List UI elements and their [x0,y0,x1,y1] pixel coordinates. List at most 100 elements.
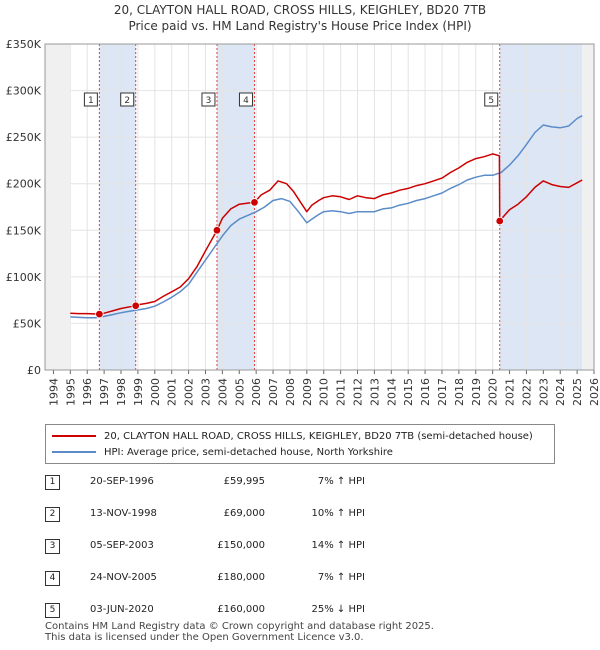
transaction-price: £69,000 [223,508,265,519]
transaction-marker-lines [98,44,501,370]
transaction-label-text: 3 [206,96,212,106]
no-data-left [45,44,71,370]
footer-licence: This data is licensed under the Open Gov… [45,632,364,643]
footer-copyright: Contains HM Land Registry data © Crown c… [45,621,434,632]
x-tick-label: 2026 [588,378,600,406]
transaction-date: 03-JUN-2020 [90,604,154,615]
transaction-date: 13-NOV-1998 [90,508,157,519]
y-tick-label: £150K [6,224,42,237]
transaction-number-badge: 3 [45,539,60,554]
transaction-label-text: 2 [124,96,130,106]
chart-title-line2: Price paid vs. HM Land Registry's House … [128,19,471,33]
transaction-number-badge: 4 [45,571,60,586]
legend-item-property: 20, CLAYTON HALL ROAD, CROSS HILLS, KEIG… [52,429,533,443]
transaction-label-2: 2 [120,92,135,107]
x-tick-label: 2017 [436,378,449,406]
transaction-label-text: 1 [88,96,94,106]
transaction-hpi-diff: 10% ↑ HPI [311,508,365,519]
y-tick-label: £250K [6,131,42,144]
x-tick-label: 2004 [216,378,229,406]
x-tick-label: 2013 [368,378,381,406]
x-tick-label: 2011 [335,378,348,406]
transaction-point-3 [212,226,222,235]
x-tick-label: 2014 [385,378,398,406]
x-tick-label: 1997 [98,378,111,406]
gridlines [45,43,595,371]
x-tick-label: 2025 [571,378,584,406]
transaction-price: £59,995 [223,476,265,487]
transaction-hpi-diff: 14% ↑ HPI [311,540,365,551]
transaction-number-badge: 2 [45,507,60,522]
transaction-label-1: 1 [83,92,98,107]
transaction-label-box [201,92,216,107]
table-row: 3 05-SEP-2003 £150,000 14% ↑ HPI [45,539,565,555]
transaction-label-text: 4 [243,96,249,106]
x-tick-label: 2019 [470,378,483,406]
shaded-period-3 [499,44,583,370]
legend-label-property: 20, CLAYTON HALL ROAD, CROSS HILLS, KEIG… [104,430,533,442]
x-tick-label: 2006 [250,378,263,406]
x-tick-label: 2018 [453,378,466,406]
transaction-label-4: 4 [238,92,253,107]
chart-title-line1: 20, CLAYTON HALL ROAD, CROSS HILLS, KEIG… [114,3,486,17]
x-tick-label: 1996 [81,378,94,406]
table-row: 1 20-SEP-1996 £59,995 7% ↑ HPI [45,475,565,491]
legend-swatch-hpi [52,451,96,453]
x-tick-label: 1999 [132,378,145,406]
x-tick-label: 2009 [301,378,314,406]
y-tick-label: £50K [13,317,42,330]
table-row: 4 24-NOV-2005 £180,000 7% ↑ HPI [45,571,565,587]
x-tick-label: 2016 [419,378,432,406]
transaction-label-box [238,92,253,107]
y-tick-label: £0 [27,364,41,377]
x-tick-label: 2015 [402,378,415,406]
x-tick-label: 2010 [318,378,331,406]
x-tick-label: 1998 [115,378,128,406]
table-row: 5 03-JUN-2020 £160,000 25% ↓ HPI [45,603,565,619]
y-tick-label: £100K [6,271,42,284]
y-axis-ticks: £0 £50K £100K £150K £200K £250K £300K £350K [6,38,42,377]
transaction-label-box [83,92,98,107]
x-tick-label: 2020 [487,378,500,406]
footer: Contains HM Land Registry data © Crown c… [45,621,434,643]
transaction-point-2 [131,301,140,310]
x-tick-label: 2024 [554,378,567,406]
legend-swatch-property [52,435,96,437]
legend-item-hpi: HPI: Average price, semi-detached house,… [52,445,393,459]
transaction-label-box [120,92,135,107]
x-tick-label: 2001 [166,378,179,406]
transaction-labels: 1 2 3 4 5 [83,92,499,107]
transaction-point-1 [95,309,104,319]
transaction-date: 05-SEP-2003 [90,540,154,551]
transaction-price: £150,000 [217,540,265,551]
transaction-number-badge: 5 [45,603,60,618]
transaction-number-badge: 1 [45,475,60,490]
transaction-point-5 [495,216,504,226]
plot-frame [44,43,595,371]
x-tick-label: 2002 [183,378,196,406]
x-tick-label: 2008 [284,378,297,406]
series-line-hpi [70,115,583,319]
y-tick-label: £200K [6,178,42,191]
x-axis-ticks: 1994 1995 1996 1997 1998 1999 2000 2001 2002 2003… [47,370,600,406]
x-tick-label: 2022 [520,378,533,406]
x-tick-label: 1994 [47,378,60,406]
transaction-label-3: 3 [201,92,216,107]
transaction-hpi-diff: 7% ↑ HPI [317,572,365,583]
no-data-right [582,44,594,370]
x-tick-label: 2023 [537,378,550,406]
transaction-date: 20-SEP-1996 [90,476,154,487]
x-tick-label: 2012 [352,378,365,406]
transaction-label-text: 5 [488,96,494,106]
transaction-point-4 [250,198,259,207]
x-tick-label: 2000 [149,378,162,406]
x-tick-label: 2003 [199,378,212,406]
legend: 20, CLAYTON HALL ROAD, CROSS HILLS, KEIG… [45,424,555,464]
price-chart: 20, CLAYTON HALL ROAD, CROSS HILLS, KEIG… [6,3,600,406]
x-tick-label: 2021 [504,378,517,406]
y-tick-label: £350K [6,38,42,51]
transaction-price: £160,000 [217,604,265,615]
legend-label-hpi: HPI: Average price, semi-detached house,… [104,446,393,458]
x-tick-label: 2005 [233,378,246,406]
transaction-hpi-diff: 25% ↓ HPI [311,604,365,615]
